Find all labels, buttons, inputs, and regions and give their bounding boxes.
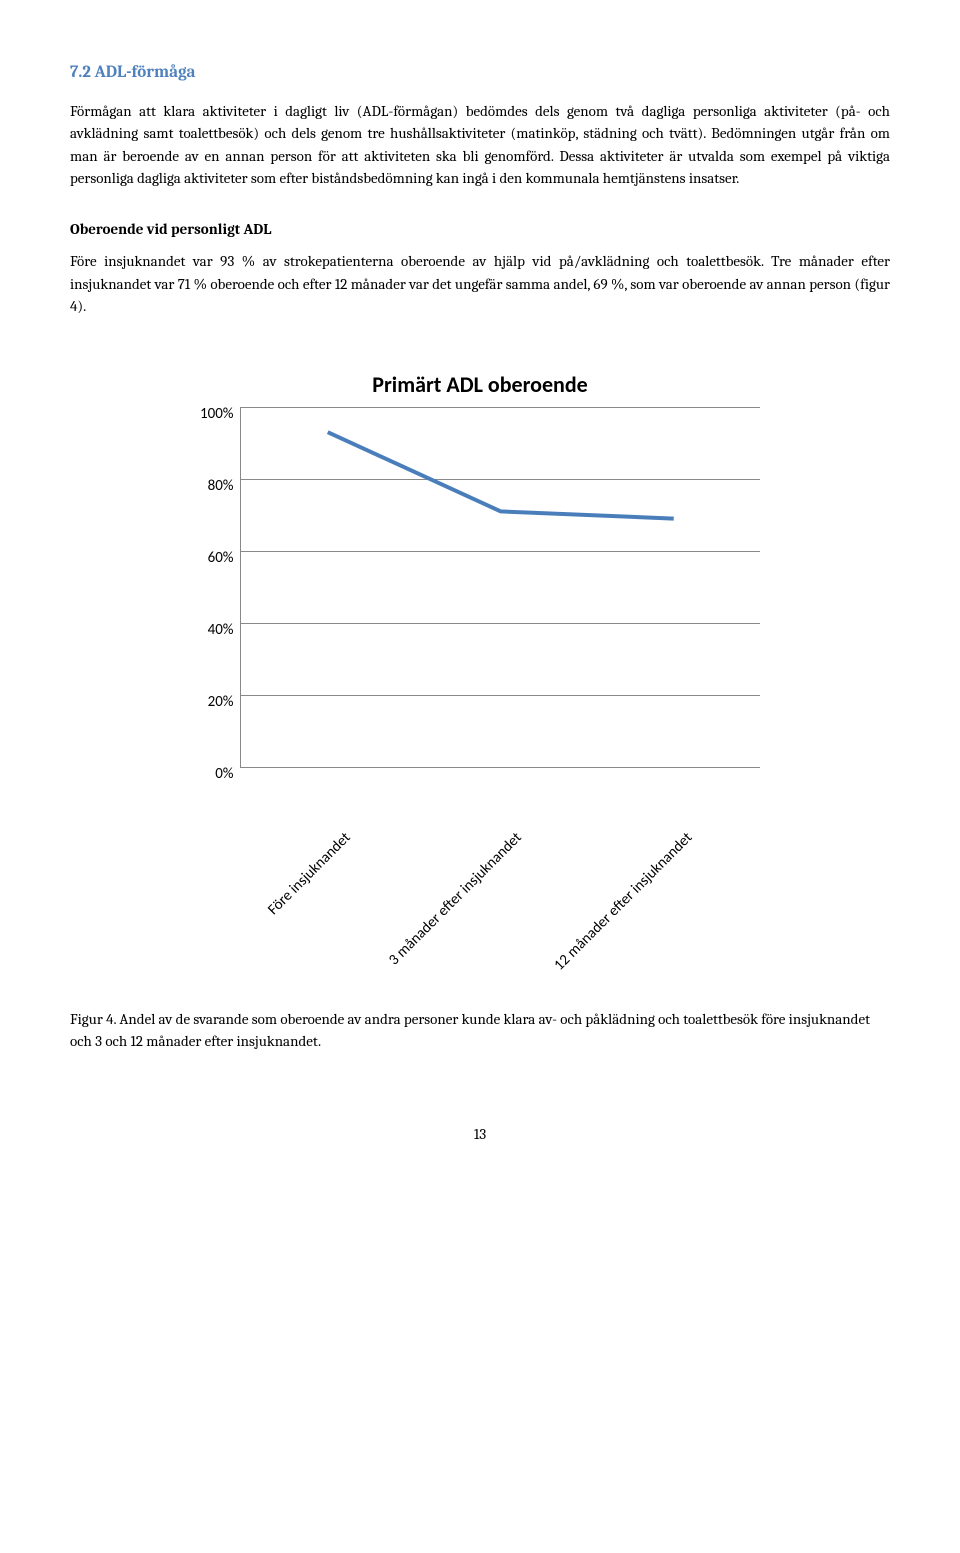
para-intro: Förmågan att klara aktiviteter i dagligt… [70,100,890,190]
section-heading: 7.2 ADL-förmåga [70,60,890,86]
x-label: 3 månader efter insjuknandet [419,778,590,948]
subheading: Oberoende vid personligt ADL [70,218,890,241]
plot-area [240,407,760,768]
chart-title: Primärt ADL oberoende [200,368,760,401]
x-label: Före insjuknandet [248,778,419,948]
page-number: 13 [70,1123,890,1146]
chart-line-svg [241,407,760,767]
x-axis: Före insjuknandet 3 månader efter insjuk… [248,778,760,948]
y-axis: 100% 80% 60% 40% 20% 0% [200,407,240,767]
para-result: Före insjuknandet var 93 % av strokepati… [70,250,890,318]
x-label: 12 månader efter insjuknandet [589,778,760,948]
figure-caption: Figur 4. Andel av de svarande som oberoe… [70,1008,890,1053]
adl-chart: Primärt ADL oberoende 100% 80% 60% 40% 2… [200,368,760,948]
